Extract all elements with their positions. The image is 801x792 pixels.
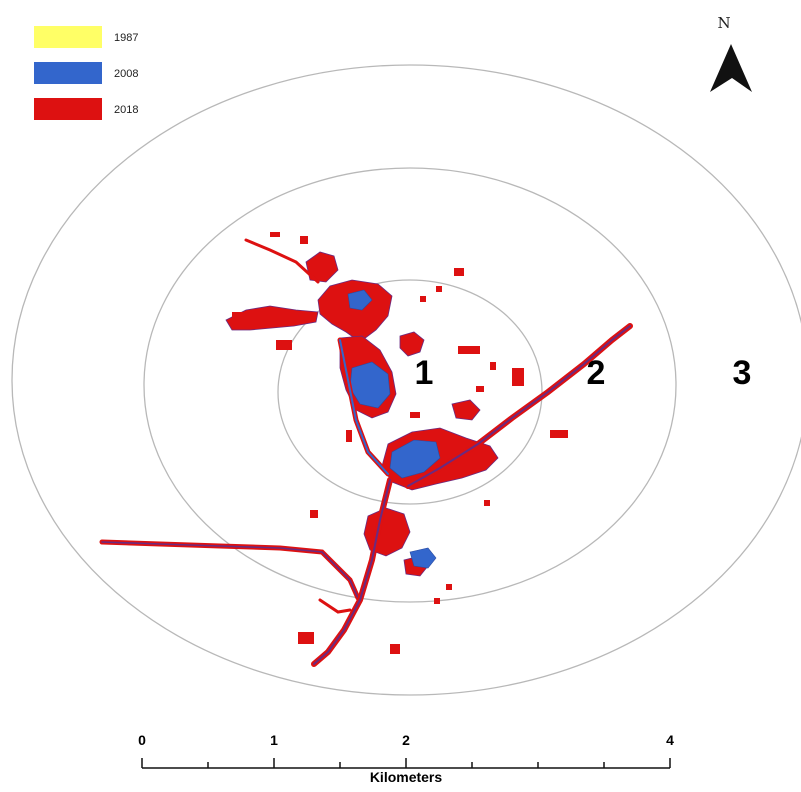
scale-bar: 0 1 2 4 Kilometers xyxy=(138,732,674,785)
urban-east-patch xyxy=(451,399,481,421)
zone-label-2: 2 xyxy=(587,354,606,392)
patch xyxy=(476,386,484,392)
urban-center-east xyxy=(399,331,425,357)
patch xyxy=(270,232,280,237)
patch xyxy=(298,632,314,644)
patch xyxy=(310,510,318,518)
ring-zone-1 xyxy=(277,279,543,505)
patch xyxy=(446,584,452,590)
southwest-branch xyxy=(318,598,352,614)
patch xyxy=(390,644,400,654)
scale-label-1: 1 xyxy=(270,732,278,748)
patch xyxy=(436,286,442,292)
west-road-core xyxy=(101,541,359,599)
zone-label-1: 1 xyxy=(415,354,434,392)
patch xyxy=(410,412,420,418)
legend: 1987 2008 2018 xyxy=(34,26,138,120)
urban-core-north xyxy=(317,279,393,343)
south-road xyxy=(311,477,393,667)
urban-2008-north xyxy=(347,289,373,311)
ring-zone-3 xyxy=(11,64,801,696)
urban-west-arm xyxy=(225,305,319,331)
north-label: N xyxy=(717,14,730,32)
patch xyxy=(484,500,490,506)
ring-zone-2 xyxy=(143,167,677,603)
north-arrow: N xyxy=(710,14,752,92)
patch xyxy=(550,430,568,438)
patch xyxy=(434,598,440,604)
north-arrow-icon xyxy=(710,44,752,92)
south-road-core xyxy=(313,479,391,665)
buffer-rings xyxy=(11,64,801,696)
scale-line xyxy=(141,758,671,769)
zone-labels: 1 2 3 xyxy=(415,354,752,392)
linear-growth xyxy=(99,238,633,667)
legend-label-2018: 2018 xyxy=(114,104,138,116)
legend-swatch-2018 xyxy=(34,98,102,120)
patch xyxy=(300,236,308,244)
patch xyxy=(420,296,426,302)
scale-label-2: 2 xyxy=(402,732,410,748)
patch xyxy=(490,362,496,370)
patch xyxy=(346,430,352,442)
patch xyxy=(458,346,480,354)
scale-label-0: 0 xyxy=(138,732,146,748)
patch xyxy=(454,268,464,276)
scattered-patches xyxy=(232,232,568,654)
scale-label-4: 4 xyxy=(666,732,674,748)
legend-label-2008: 2008 xyxy=(114,68,138,80)
northwest-road xyxy=(244,238,320,284)
patch xyxy=(512,368,524,386)
legend-swatch-1987 xyxy=(34,26,102,48)
urban-2008-south xyxy=(409,547,437,569)
built-up-2008 xyxy=(347,289,441,569)
northeast-corridor-core xyxy=(407,325,631,487)
patch xyxy=(232,312,246,322)
scale-title: Kilometers xyxy=(370,769,443,785)
urban-south-cluster xyxy=(363,507,411,557)
urban-2008-east xyxy=(389,439,441,479)
north-road-core xyxy=(339,339,389,475)
urban-north-spur xyxy=(305,251,339,283)
legend-label-1987: 1987 xyxy=(114,32,138,44)
patch xyxy=(276,340,292,350)
legend-swatch-2008 xyxy=(34,62,102,84)
zone-label-3: 3 xyxy=(733,354,752,392)
